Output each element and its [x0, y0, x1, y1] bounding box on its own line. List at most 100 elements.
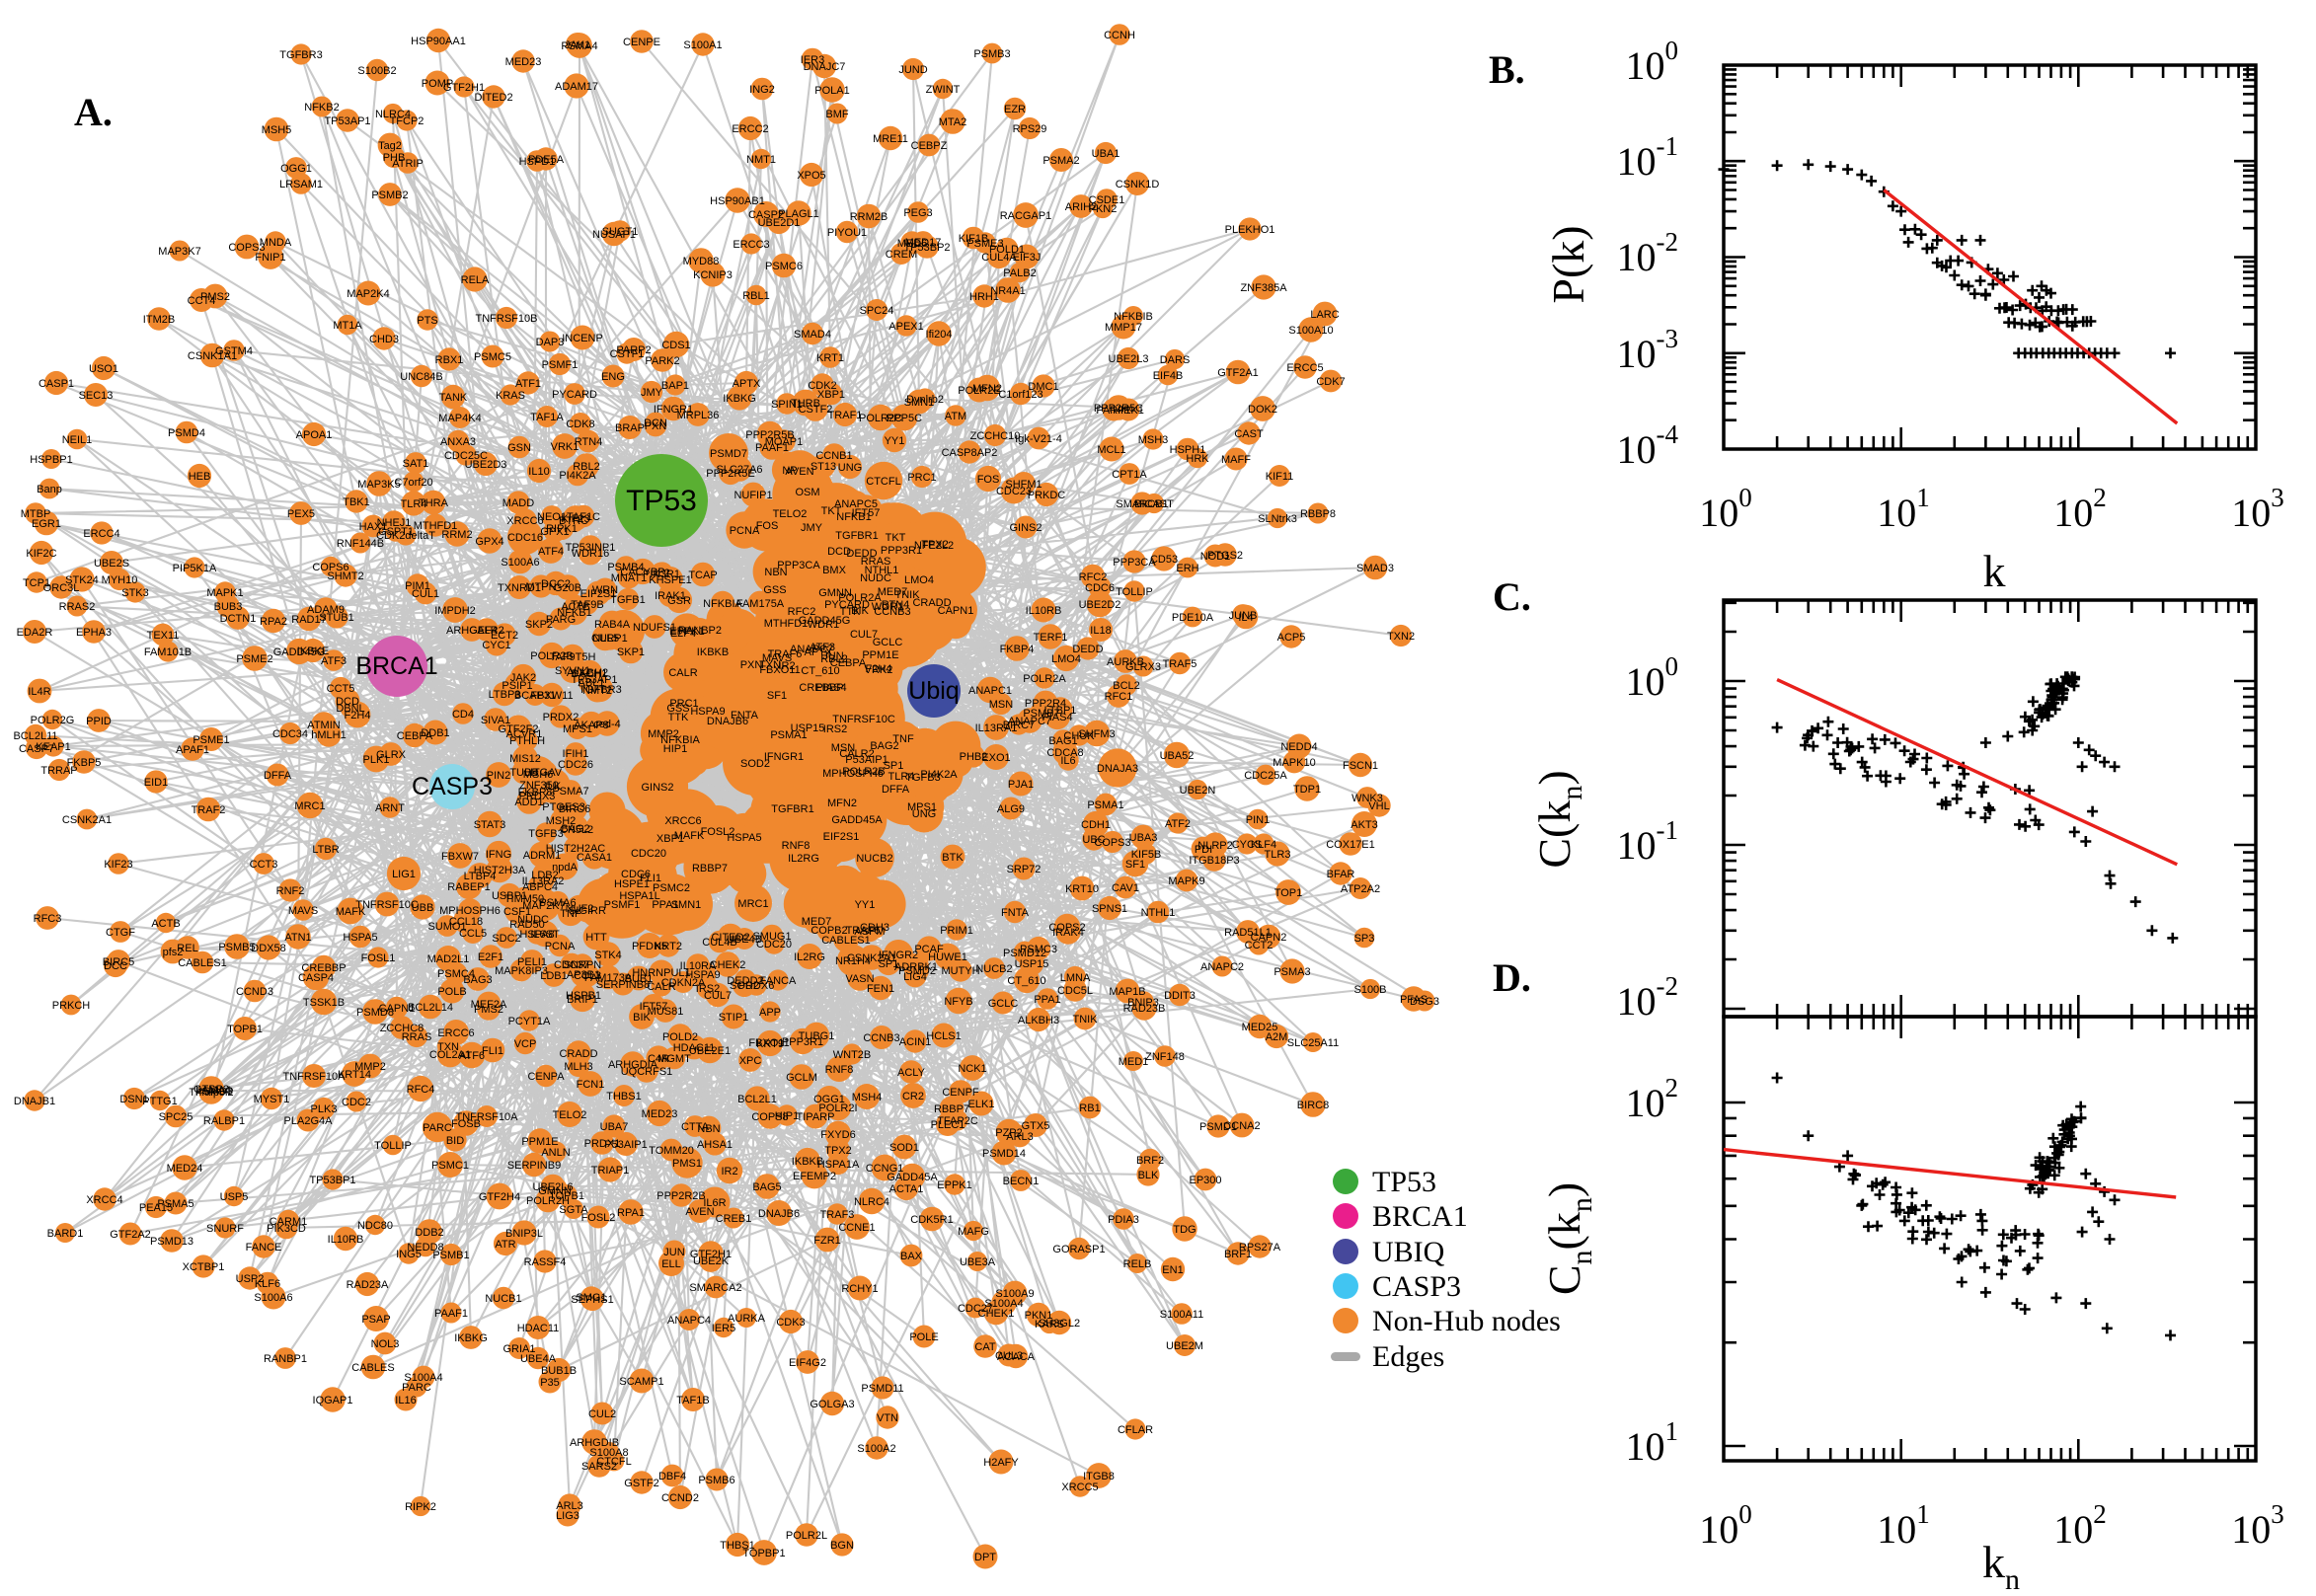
svg-text:MSN: MSN [989, 699, 1014, 711]
svg-text:TKT: TKT [821, 505, 842, 517]
svg-text:PPP2R5E: PPP2R5E [706, 468, 755, 480]
svg-text:TLR4: TLR4 [401, 498, 427, 510]
svg-text:MYST1: MYST1 [254, 1094, 290, 1105]
svg-text:BNIP3L: BNIP3L [505, 1228, 543, 1240]
svg-text:CUL4A: CUL4A [981, 252, 1017, 264]
svg-text:SERPINB8: SERPINB8 [596, 979, 650, 991]
svg-text:ALG9: ALG9 [997, 803, 1025, 815]
svg-text:POLR2L: POLR2L [786, 1530, 827, 1542]
svg-text:HSPA8: HSPA8 [519, 929, 554, 941]
svg-text:RBX1: RBX1 [435, 354, 464, 366]
svg-text:DDB1: DDB1 [421, 727, 449, 739]
svg-text:CAST: CAST [1234, 428, 1264, 440]
svg-text:MUTYH: MUTYH [941, 965, 979, 977]
svg-text:S100A6: S100A6 [254, 1292, 292, 1304]
svg-text:GTBP2: GTBP2 [193, 1084, 229, 1096]
svg-text:KIF2C: KIF2C [26, 548, 56, 560]
svg-text:ATF3: ATF3 [321, 655, 347, 667]
svg-text:CCNB3: CCNB3 [863, 1032, 899, 1044]
svg-text:XRCC4: XRCC4 [86, 1194, 122, 1206]
svg-text:PI4K2A: PI4K2A [559, 470, 596, 482]
svg-text:NCK1: NCK1 [958, 1063, 986, 1075]
svg-text:PIAS4: PIAS4 [1042, 712, 1072, 723]
svg-text:BUB1B: BUB1B [541, 1365, 577, 1377]
svg-text:BAP1: BAP1 [661, 380, 689, 392]
svg-text:CTGF: CTGF [106, 927, 135, 939]
svg-text:HIP1: HIP1 [775, 1110, 799, 1122]
svg-text:RIPK2: RIPK2 [405, 1501, 436, 1513]
svg-text:PAAF1: PAAF1 [755, 442, 789, 454]
svg-text:ATR: ATR [495, 1239, 515, 1251]
svg-text:CUL4B: CUL4B [702, 937, 736, 949]
svg-text:UBE2S: UBE2S [94, 558, 129, 570]
svg-text:DFFA: DFFA [264, 770, 292, 782]
svg-text:RFC1: RFC1 [1105, 691, 1133, 703]
svg-text:CCND3: CCND3 [236, 986, 273, 998]
svg-text:XRCC6: XRCC6 [664, 815, 701, 827]
svg-text:DEDD: DEDD [846, 548, 877, 560]
svg-text:NR1H4: NR1H4 [835, 955, 871, 967]
svg-text:XCTBP1: XCTBP1 [183, 1261, 225, 1273]
svg-text:TNFRSF10C: TNFRSF10C [355, 899, 419, 911]
svg-text:CSNK1D: CSNK1D [1116, 179, 1160, 190]
svg-text:MLH3: MLH3 [564, 1061, 592, 1073]
svg-text:LIG4: LIG4 [903, 971, 927, 983]
svg-text:WDR16: WDR16 [572, 548, 610, 560]
svg-text:IFNGR2: IFNGR2 [879, 950, 918, 961]
svg-text:MSH4: MSH4 [852, 1092, 883, 1103]
svg-text:USP15: USP15 [1015, 958, 1049, 970]
svg-text:FNTA: FNTA [1001, 907, 1030, 919]
svg-text:JUN: JUN [822, 650, 843, 662]
svg-text:CCNB1: CCNB1 [815, 450, 852, 462]
svg-text:RRM2: RRM2 [441, 529, 472, 541]
svg-text:GCLC: GCLC [988, 998, 1019, 1010]
svg-text:PARK2: PARK2 [645, 355, 679, 367]
svg-text:BNIP3: BNIP3 [1127, 997, 1159, 1009]
svg-text:BRF2: BRF2 [1136, 1155, 1164, 1167]
svg-text:ATP2A2: ATP2A2 [1341, 883, 1380, 895]
svg-text:EPPK1: EPPK1 [937, 1179, 971, 1191]
svg-text:S100B: S100B [1353, 984, 1386, 996]
svg-text:AVEN: AVEN [785, 466, 813, 478]
svg-text:ENG: ENG [601, 371, 625, 383]
svg-text:TGFBR1: TGFBR1 [835, 530, 878, 542]
svg-text:SAT1: SAT1 [403, 458, 429, 470]
svg-text:BUB1: BUB1 [625, 973, 654, 985]
svg-text:SRP72: SRP72 [1007, 864, 1042, 875]
svg-text:BAG3: BAG3 [463, 974, 492, 986]
svg-text:LTBR: LTBR [312, 844, 339, 856]
svg-text:C.: C. [1493, 574, 1531, 619]
svg-text:E2F1: E2F1 [478, 951, 503, 963]
svg-text:k: k [1983, 546, 2006, 596]
svg-text:CAT: CAT [974, 1341, 995, 1353]
svg-text:CABLES1: CABLES1 [178, 957, 227, 969]
svg-text:PSMD2: PSMD2 [898, 965, 936, 977]
svg-text:IFNG: IFNG [486, 849, 511, 861]
svg-text:GADD45G: GADD45G [273, 646, 326, 658]
svg-text:FAM173A: FAM173A [584, 972, 633, 984]
svg-text:SMN1: SMN1 [671, 899, 702, 911]
svg-text:OGG1: OGG1 [280, 163, 312, 175]
svg-text:TXN: TXN [437, 1041, 459, 1053]
svg-text:PRKDC: PRKDC [1028, 490, 1066, 501]
svg-text:AURKA: AURKA [728, 1313, 766, 1325]
svg-text:TAF9T5H: TAF9T5H [550, 651, 596, 663]
svg-text:ACTA1: ACTA1 [889, 1183, 924, 1195]
svg-text:MTPN: MTPN [525, 581, 556, 593]
svg-text:CDC6: CDC6 [621, 869, 651, 880]
svg-text:CTCFL: CTCFL [596, 1456, 631, 1468]
svg-text:BRCA1: BRCA1 [1372, 1200, 1468, 1233]
svg-text:RPS27A: RPS27A [1239, 1242, 1281, 1254]
svg-text:UQCRFS1: UQCRFS1 [621, 1066, 673, 1078]
svg-text:EP300: EP300 [1189, 1175, 1221, 1186]
svg-text:KRT2: KRT2 [655, 941, 682, 952]
svg-text:PSMB2: PSMB2 [371, 190, 408, 201]
svg-text:SP3: SP3 [1354, 933, 1375, 945]
svg-text:KIF1B: KIF1B [959, 233, 989, 245]
svg-text:NUCB2: NUCB2 [975, 963, 1012, 975]
svg-text:PSMA2: PSMA2 [1042, 155, 1079, 167]
svg-text:PSAP: PSAP [361, 1314, 390, 1326]
svg-text:ERCC5: ERCC5 [1286, 362, 1323, 374]
svg-text:PSMD13: PSMD13 [150, 1236, 193, 1248]
svg-text:TAF9B: TAF9B [571, 599, 603, 611]
